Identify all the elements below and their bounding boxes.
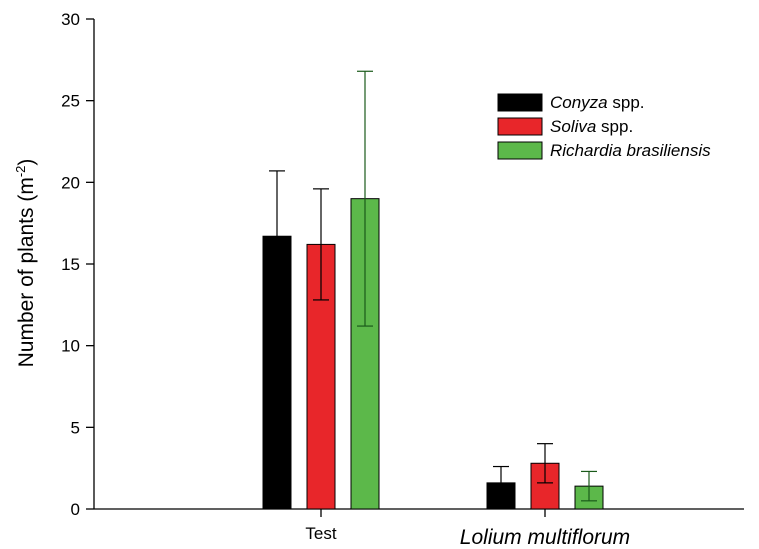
axes [93,19,744,510]
y-ticks: 0 5 10 15 20 25 30 [61,10,94,519]
y-tick-label: 5 [71,418,80,437]
y-tick-label: 20 [61,173,80,192]
legend-entry: Conyza spp. [550,93,645,112]
legend-swatch [497,93,543,112]
x-tick-label: Lolium multiflorum [460,526,630,549]
legend-entry-rest: spp. [608,93,645,112]
legend-entry: Soliva spp. [550,117,633,136]
legend-entry-italic: Conyza [550,93,608,112]
x-labels: Test Lolium multiflorum [305,509,630,549]
legend-entry-italic: Soliva [550,117,596,136]
error-bars [269,70,597,502]
y-tick-label: 25 [61,92,80,111]
legend-entry-rest: spp. [596,117,633,136]
y-tick-label: 10 [61,337,80,356]
legend-entry-italic: Richardia brasiliensis [550,141,711,160]
y-tick-label: 15 [61,255,80,274]
y-axis-label-text: Number of plants (m [15,177,38,367]
bars [262,198,604,510]
y-axis-label-superscript: -2 [13,166,28,178]
y-tick-label: 30 [61,10,80,29]
legend-swatch [497,141,543,160]
legend-swatch [497,117,543,136]
legend: Conyza spp.Soliva spp.Richardia brasilie… [497,93,711,160]
legend-entry: Richardia brasiliensis [550,141,711,160]
x-tick-label: Test [305,524,336,543]
y-tick-label: 0 [71,500,80,519]
y-axis-label: Number of plants (m-2) [13,159,38,368]
y-axis-label-close: ) [15,159,38,166]
